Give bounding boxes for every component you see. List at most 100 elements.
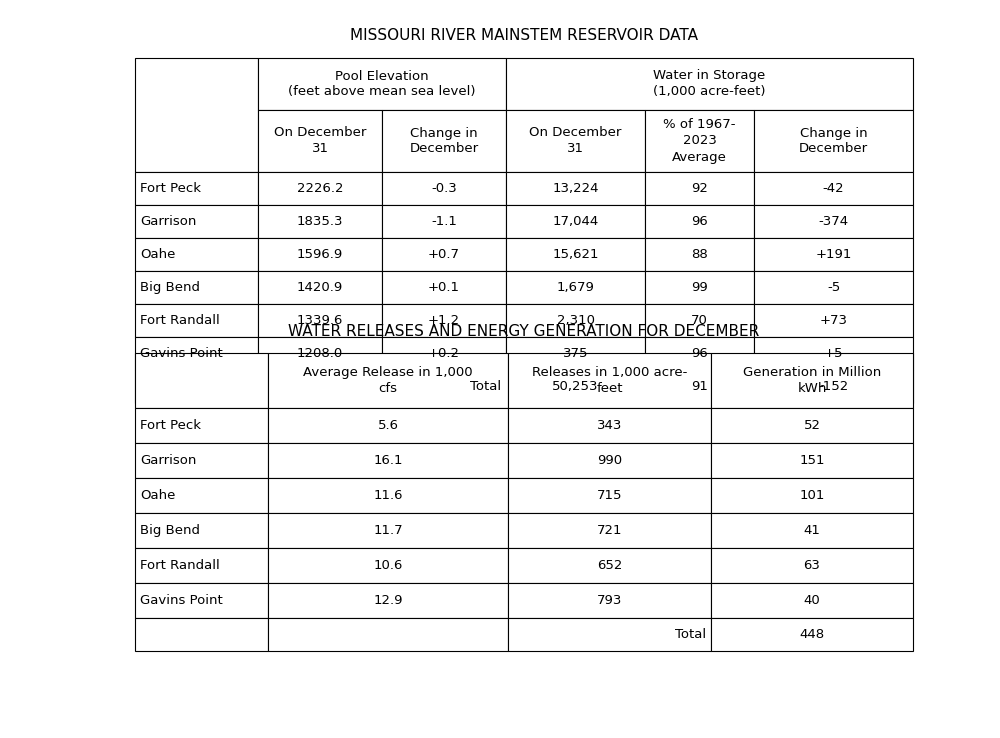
- Bar: [508, 408, 711, 443]
- Bar: [506, 370, 645, 403]
- Text: Water in Storage
(1,000 acre-feet): Water in Storage (1,000 acre-feet): [653, 69, 766, 98]
- Bar: [268, 513, 508, 548]
- Text: +0.1: +0.1: [428, 281, 460, 294]
- Bar: [711, 353, 913, 408]
- Text: 17,044: 17,044: [552, 215, 599, 228]
- Text: Generation in Million
kWh: Generation in Million kWh: [743, 366, 881, 395]
- Bar: [645, 304, 754, 337]
- Text: Fort Peck: Fort Peck: [140, 419, 201, 432]
- Text: 793: 793: [597, 594, 622, 607]
- Bar: [382, 110, 506, 172]
- Text: 40: 40: [804, 594, 820, 607]
- Bar: [135, 370, 258, 403]
- Bar: [506, 337, 645, 370]
- Text: -0.3: -0.3: [431, 182, 457, 195]
- Text: On December
31: On December 31: [274, 126, 366, 156]
- Text: % of 1967-
2023
Average: % of 1967- 2023 Average: [663, 119, 736, 164]
- Text: 652: 652: [597, 559, 622, 572]
- Bar: [135, 172, 258, 205]
- Text: -374: -374: [818, 215, 849, 228]
- Text: 990: 990: [597, 454, 622, 467]
- Text: 2226.2: 2226.2: [297, 182, 343, 195]
- Bar: [711, 443, 913, 478]
- Text: Oahe: Oahe: [140, 248, 175, 261]
- Bar: [754, 337, 913, 370]
- Text: 1208.0: 1208.0: [297, 347, 343, 360]
- Text: -1.1: -1.1: [431, 215, 457, 228]
- Bar: [258, 205, 382, 238]
- Text: Total: Total: [470, 380, 501, 393]
- Text: Average Release in 1,000
cfs: Average Release in 1,000 cfs: [303, 366, 473, 395]
- Bar: [506, 110, 645, 172]
- Text: Fort Randall: Fort Randall: [140, 314, 220, 327]
- Text: 721: 721: [597, 524, 622, 537]
- Bar: [711, 408, 913, 443]
- Text: Garrison: Garrison: [140, 454, 196, 467]
- Text: -5: -5: [827, 281, 840, 294]
- Bar: [506, 172, 645, 205]
- Bar: [508, 513, 711, 548]
- Text: Oahe: Oahe: [140, 489, 175, 502]
- Bar: [135, 478, 268, 513]
- Text: 52: 52: [804, 419, 820, 432]
- Bar: [382, 304, 506, 337]
- Bar: [711, 548, 913, 583]
- Text: 96: 96: [691, 347, 708, 360]
- Text: 101: 101: [799, 489, 825, 502]
- Text: 50,253: 50,253: [552, 380, 599, 393]
- Bar: [506, 271, 645, 304]
- Bar: [268, 443, 508, 478]
- Bar: [754, 172, 913, 205]
- Text: 88: 88: [691, 248, 708, 261]
- Bar: [645, 205, 754, 238]
- Bar: [135, 548, 268, 583]
- Text: On December
31: On December 31: [529, 126, 622, 156]
- Bar: [508, 618, 711, 651]
- Text: Big Bend: Big Bend: [140, 524, 200, 537]
- Bar: [135, 337, 258, 370]
- Text: -152: -152: [818, 380, 849, 393]
- Text: Gavins Point: Gavins Point: [140, 594, 223, 607]
- Text: 91: 91: [691, 380, 708, 393]
- Text: +0.7: +0.7: [428, 248, 460, 261]
- Text: 11.6: 11.6: [373, 489, 403, 502]
- Bar: [645, 172, 754, 205]
- Bar: [711, 478, 913, 513]
- Bar: [135, 443, 268, 478]
- Text: Fort Peck: Fort Peck: [140, 182, 201, 195]
- Bar: [645, 110, 754, 172]
- Bar: [711, 513, 913, 548]
- Bar: [508, 353, 711, 408]
- Bar: [645, 238, 754, 271]
- Text: Gavins Point: Gavins Point: [140, 347, 223, 360]
- Text: 448: 448: [799, 628, 825, 641]
- Text: +191: +191: [815, 248, 852, 261]
- Bar: [754, 304, 913, 337]
- Bar: [382, 271, 506, 304]
- Bar: [258, 370, 382, 403]
- Bar: [508, 583, 711, 618]
- Bar: [268, 478, 508, 513]
- Bar: [645, 271, 754, 304]
- Text: 1,679: 1,679: [557, 281, 594, 294]
- Text: 10.6: 10.6: [373, 559, 403, 572]
- Text: 1420.9: 1420.9: [297, 281, 343, 294]
- Text: +5: +5: [824, 347, 843, 360]
- Bar: [508, 443, 711, 478]
- Text: 41: 41: [804, 524, 820, 537]
- Bar: [506, 205, 645, 238]
- Bar: [135, 205, 258, 238]
- Bar: [135, 304, 258, 337]
- Text: 2,310: 2,310: [556, 314, 594, 327]
- Bar: [258, 172, 382, 205]
- Bar: [645, 370, 754, 403]
- Bar: [508, 548, 711, 583]
- Bar: [382, 205, 506, 238]
- Text: 1596.9: 1596.9: [297, 248, 343, 261]
- Bar: [258, 271, 382, 304]
- Bar: [135, 58, 258, 172]
- Bar: [258, 110, 382, 172]
- Bar: [135, 618, 268, 651]
- Text: 11.7: 11.7: [373, 524, 403, 537]
- Bar: [754, 205, 913, 238]
